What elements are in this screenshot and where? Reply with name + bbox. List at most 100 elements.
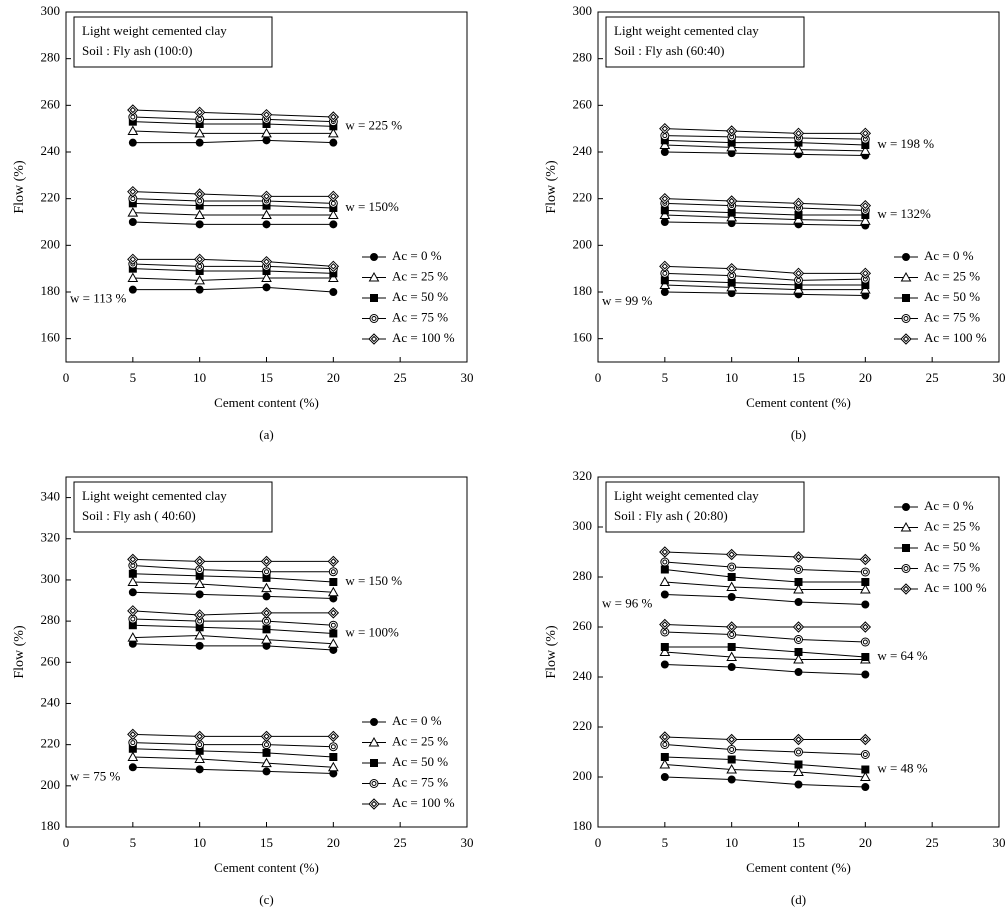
marker-shape	[728, 197, 735, 205]
marker-shape	[862, 623, 869, 631]
marker	[127, 553, 139, 566]
series-line	[664, 651, 866, 660]
marker	[794, 565, 803, 574]
marker-shape	[659, 192, 671, 205]
series-line	[132, 198, 334, 204]
marker-shape	[796, 637, 801, 642]
marker-shape	[859, 771, 871, 781]
series-line	[132, 643, 334, 651]
marker	[726, 581, 738, 591]
series-line	[664, 291, 866, 296]
group-label: w = 75 %	[70, 768, 120, 783]
marker	[127, 125, 139, 135]
marker	[194, 753, 206, 764]
y-tick-label: 240	[41, 694, 61, 709]
marker-shape	[795, 553, 802, 561]
marker	[368, 333, 380, 345]
series-line	[664, 272, 866, 281]
marker-shape	[902, 294, 910, 302]
marker-shape	[127, 632, 139, 642]
marker-shape	[794, 668, 803, 676]
series-line	[132, 610, 334, 616]
marker-shape	[262, 567, 271, 577]
marker-shape	[371, 781, 377, 786]
marker	[329, 629, 338, 638]
marker-shape	[264, 742, 269, 748]
marker	[861, 765, 870, 774]
marker-shape	[260, 190, 273, 203]
marker-shape	[261, 582, 272, 593]
series-line	[132, 109, 334, 118]
marker	[195, 590, 204, 599]
marker-shape	[862, 736, 869, 743]
marker	[794, 760, 803, 769]
marker-shape	[900, 333, 912, 345]
marker-shape	[262, 748, 271, 757]
marker	[725, 125, 738, 137]
marker	[793, 766, 804, 776]
marker	[327, 209, 339, 219]
group-label: w = 150 %	[345, 573, 402, 588]
marker	[860, 637, 870, 647]
marker-shape	[860, 637, 870, 647]
marker	[726, 211, 738, 222]
y-tick-label: 200	[573, 236, 593, 251]
marker-shape	[262, 136, 271, 145]
marker-shape	[327, 111, 340, 123]
x-tick-label: 5	[130, 370, 137, 385]
marker	[128, 614, 138, 624]
y-tick-label: 260	[41, 653, 61, 668]
marker	[329, 138, 338, 147]
marker-shape	[329, 220, 338, 229]
marker-shape	[194, 578, 206, 589]
marker-shape	[330, 558, 337, 565]
marker	[193, 188, 206, 200]
legend-label: Ac = 100 %	[924, 580, 987, 595]
series-line	[664, 279, 866, 286]
marker-shape	[260, 555, 273, 568]
y-axis-label: Flow (%)	[544, 625, 559, 679]
marker	[902, 544, 910, 552]
marker-shape	[726, 211, 738, 222]
marker	[727, 562, 737, 572]
marker-shape	[903, 566, 909, 571]
marker	[859, 267, 872, 280]
marker-shape	[260, 730, 273, 743]
x-axis-label: Cement content (%)	[746, 860, 851, 875]
marker	[793, 144, 804, 154]
series-line	[132, 116, 334, 123]
marker-shape	[861, 670, 870, 679]
marker	[327, 111, 340, 123]
series-line	[664, 139, 866, 146]
marker-shape	[262, 220, 271, 229]
marker	[861, 600, 870, 609]
marker	[194, 127, 206, 138]
marker	[328, 742, 338, 752]
marker-shape	[330, 113, 337, 121]
legend-label: Ac = 0 %	[392, 713, 442, 728]
legend-label: Ac = 0 %	[392, 248, 442, 263]
marker	[261, 757, 272, 768]
marker-shape	[197, 742, 203, 748]
x-tick-label: 30	[461, 370, 474, 385]
series-line	[132, 221, 334, 225]
marker-shape	[263, 609, 270, 617]
marker	[902, 294, 910, 302]
marker	[794, 578, 803, 586]
marker	[195, 285, 204, 294]
marker	[659, 758, 671, 769]
legend-label: Ac = 0 %	[924, 248, 974, 263]
marker	[262, 625, 271, 634]
marker-shape	[327, 761, 339, 772]
marker-shape	[330, 733, 337, 740]
marker-shape	[193, 555, 206, 568]
marker-shape	[660, 206, 669, 215]
marker	[726, 281, 738, 292]
marker-shape	[129, 607, 137, 615]
series-line	[664, 646, 866, 658]
marker-shape	[329, 578, 338, 586]
marker	[659, 546, 671, 558]
marker-shape	[660, 557, 670, 567]
marker-shape	[861, 653, 870, 661]
marker-shape	[794, 780, 803, 789]
